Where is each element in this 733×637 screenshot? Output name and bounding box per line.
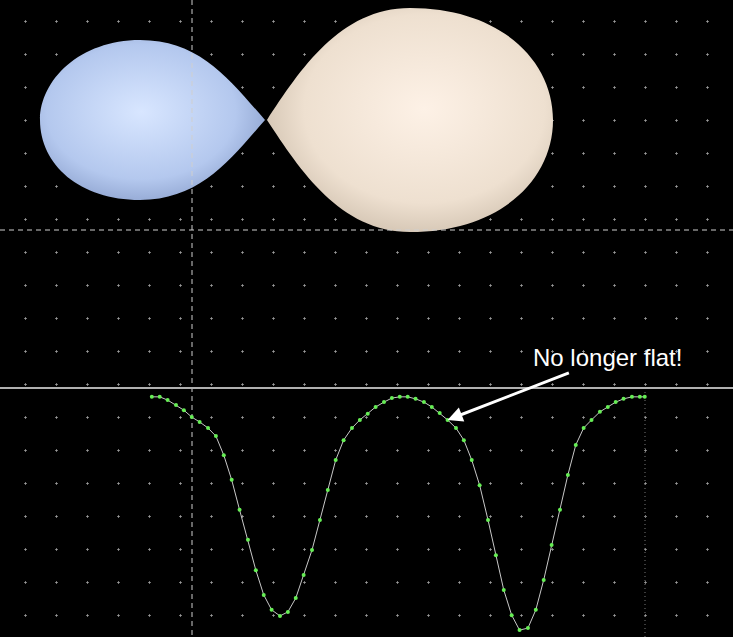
svg-text:No longer flat!: No longer flat! [533,344,682,371]
